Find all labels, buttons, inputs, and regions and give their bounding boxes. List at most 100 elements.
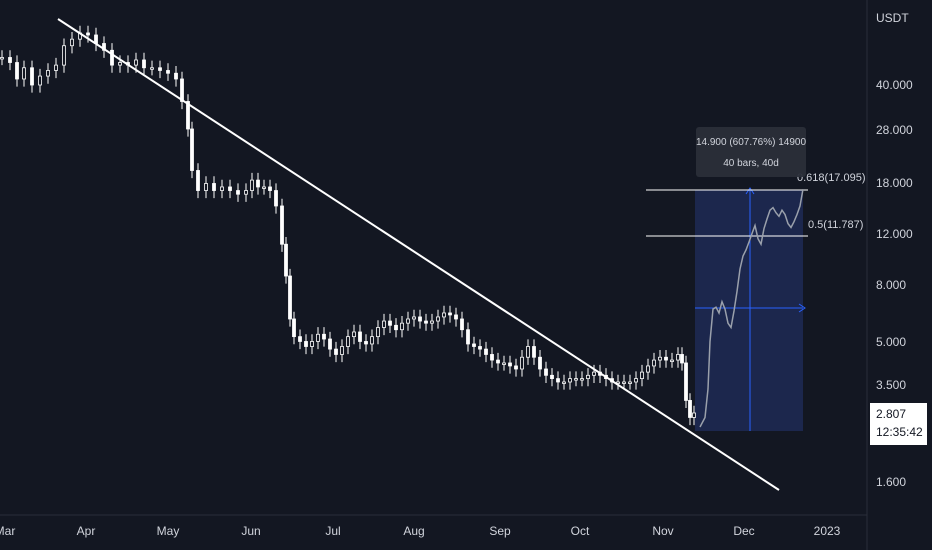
candle-body <box>448 312 452 316</box>
candle-body <box>526 346 530 358</box>
price-tick-label: 3.500 <box>876 378 906 392</box>
candle-body <box>0 57 4 60</box>
price-axis[interactable]: 40.000 28.000 18.000 12.000 8.000 5.000 3.500 1… <box>876 78 913 489</box>
projection-path <box>699 188 804 428</box>
candle-body <box>228 186 232 191</box>
candle-body <box>174 72 178 80</box>
candle-body <box>110 49 114 66</box>
downtrend-line[interactable] <box>57 18 780 491</box>
candle-body <box>502 362 506 365</box>
candle-body <box>262 186 266 189</box>
time-tick-label: Oct <box>571 524 590 538</box>
candle-body <box>676 354 680 361</box>
candle-body <box>292 318 296 338</box>
candle-body <box>274 190 278 207</box>
measure-vertical-arrowhead <box>745 187 755 195</box>
candle-body <box>670 359 674 362</box>
candle-body <box>472 343 476 347</box>
candle-body <box>284 243 288 277</box>
candle-body <box>190 128 194 171</box>
candle-body <box>86 32 90 36</box>
candle-body <box>236 190 240 195</box>
candle-body <box>38 75 42 86</box>
candle-body <box>436 316 440 322</box>
candle-body <box>298 336 302 342</box>
candle-body <box>622 381 626 384</box>
candle-body <box>550 374 554 380</box>
candle-body <box>592 371 596 376</box>
candle-body <box>280 205 284 245</box>
bar-countdown: 12:35:42 <box>876 425 923 439</box>
candle-body <box>574 378 578 381</box>
candle-body <box>364 341 368 345</box>
candle-body <box>118 62 122 66</box>
candle-body <box>212 183 216 191</box>
candle-body <box>30 67 34 86</box>
candle-body <box>166 70 170 74</box>
candle-body <box>256 179 260 188</box>
fib-label-05: 0.5(11.787) <box>808 219 863 231</box>
price-tick-label: 18.000 <box>876 176 913 190</box>
candle-body <box>358 331 362 342</box>
candle-body <box>54 64 58 71</box>
candle-body <box>244 190 248 195</box>
candle-body <box>532 346 536 358</box>
time-tick-label: 2023 <box>814 524 841 538</box>
candle-body <box>520 356 524 370</box>
candle-body <box>466 329 470 345</box>
candle-body <box>484 348 488 355</box>
time-axis[interactable]: Mar Apr May Jun Jul Aug Sep Oct Nov Dec 2023 <box>0 524 841 538</box>
candle-body <box>664 356 668 361</box>
candle-body <box>508 362 512 367</box>
last-price-value: 2.807 <box>876 407 907 421</box>
fib-label-0618: 0.618(17.095) <box>797 172 866 184</box>
candle-body <box>340 346 344 355</box>
candle-body <box>538 356 542 370</box>
candle-body <box>394 324 398 331</box>
candle-body <box>430 320 434 324</box>
candle-body <box>70 38 74 47</box>
candle-body <box>424 320 428 324</box>
candle-body <box>628 381 632 384</box>
candle-body <box>586 374 590 380</box>
candle-body <box>658 356 662 361</box>
candle-body <box>556 378 560 383</box>
currency-label: USDT <box>876 11 909 25</box>
candle-body <box>412 316 416 320</box>
candle-body <box>454 314 458 320</box>
time-tick-label: Nov <box>652 524 673 538</box>
candle-body <box>196 170 200 191</box>
candle-body <box>442 312 446 318</box>
candle-body <box>150 67 154 70</box>
measure-tooltip <box>696 127 806 177</box>
candle-body <box>288 275 292 320</box>
candle-body <box>316 333 320 342</box>
candle-body <box>640 371 644 380</box>
candle-body <box>544 368 548 376</box>
candle-body <box>406 318 410 324</box>
candle-body <box>496 359 500 364</box>
candle-body <box>304 341 308 347</box>
candle-body <box>22 67 26 80</box>
candles-layer <box>0 25 696 426</box>
measure-tooltip-line1: 14.900 (607.76%) 14900 <box>696 137 807 148</box>
price-tick-label: 5.000 <box>876 335 906 349</box>
candle-body <box>418 316 422 322</box>
candle-body <box>692 412 696 418</box>
time-tick-label: Apr <box>77 524 96 538</box>
candle-body <box>46 70 50 77</box>
measure-box[interactable] <box>695 190 803 431</box>
price-tick-label: 8.000 <box>876 278 906 292</box>
candle-body <box>568 378 572 383</box>
measure-tooltip-line2: 40 bars, 40d <box>723 158 779 169</box>
candle-body <box>370 336 374 345</box>
candle-body <box>310 341 314 347</box>
candle-body <box>322 333 326 340</box>
candle-body <box>134 59 138 66</box>
candle-body <box>186 101 190 130</box>
candle-body <box>376 327 380 338</box>
candle-body <box>490 354 494 361</box>
candle-body <box>460 318 464 331</box>
candle-body <box>220 186 224 191</box>
